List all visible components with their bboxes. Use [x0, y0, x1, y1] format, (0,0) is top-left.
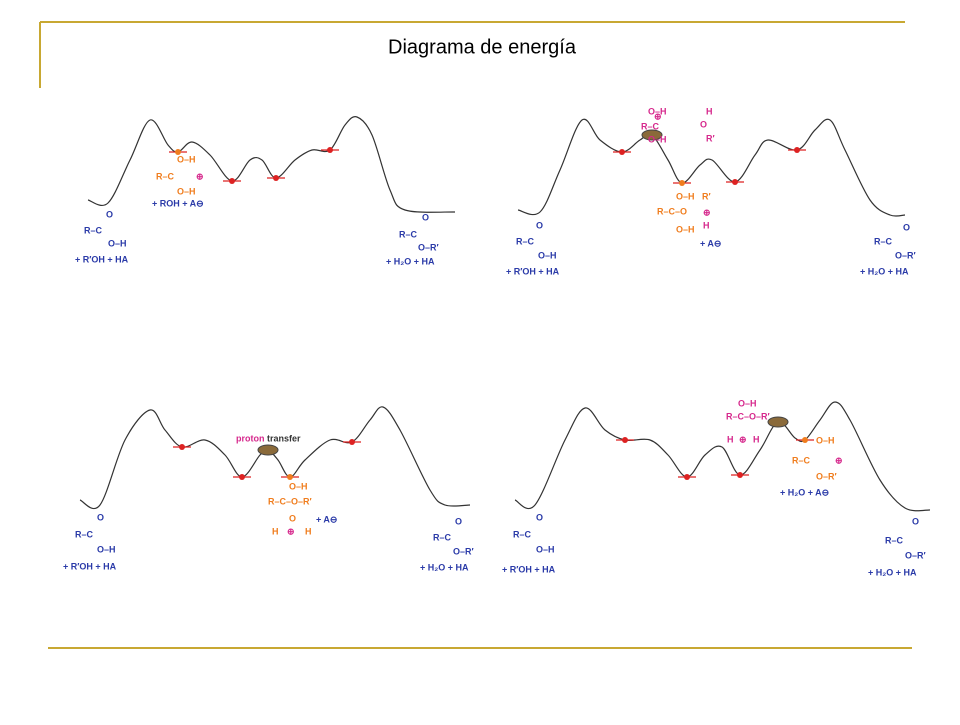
- structure-label: + ROH + A⊖: [152, 198, 204, 208]
- structure-label: O–H: [97, 544, 116, 554]
- structure-label: proton: [236, 433, 265, 443]
- structure-label: R–C: [885, 535, 904, 545]
- structure-label: O–H: [816, 435, 835, 445]
- structure-label: O–H: [648, 106, 667, 116]
- transition-state: [641, 129, 663, 141]
- structure-label: O: [903, 222, 910, 232]
- structure-label: O–R′: [418, 242, 439, 252]
- structure-label: O: [97, 512, 104, 522]
- intermediate-dot: [287, 474, 293, 480]
- structure-label: R–C–O: [657, 206, 687, 216]
- structure-label: + A⊖: [316, 514, 337, 524]
- slide-title: Diagrama de energía: [388, 36, 577, 58]
- structure-label: R′: [702, 191, 711, 201]
- intermediate-dot: [349, 439, 355, 445]
- structure-label: O–H: [289, 481, 308, 491]
- structure-label: R–C: [792, 455, 811, 465]
- structure-label: + R′OH + HA: [506, 266, 560, 276]
- structure-label: + H₂O + HA: [868, 567, 917, 577]
- intermediate-dot: [622, 437, 628, 443]
- structure-label: R–C: [84, 225, 103, 235]
- transition-state: [767, 416, 789, 428]
- structure-label: + R′OH + HA: [502, 564, 556, 574]
- structure-label: R–C: [156, 171, 175, 181]
- intermediate-dot: [327, 147, 333, 153]
- structure-label: H: [727, 434, 734, 444]
- structure-label: + A⊖: [700, 238, 721, 248]
- structure-label: O: [700, 119, 707, 129]
- structure-label: ⊕: [196, 171, 204, 181]
- structure-label: + H₂O + A⊖: [780, 487, 829, 497]
- structure-label: O: [106, 209, 113, 219]
- structure-label: O–H: [538, 250, 557, 260]
- structure-label: H: [305, 526, 312, 536]
- structure-label: R–C–O–R′: [726, 411, 770, 421]
- structure-label: + H₂O + HA: [420, 562, 469, 572]
- intermediate-dot: [732, 179, 738, 185]
- intermediate-dot: [229, 178, 235, 184]
- structure-label: R–C: [513, 529, 532, 539]
- structure-label: R–C: [399, 229, 418, 239]
- structure-label: + H₂O + HA: [386, 256, 435, 266]
- energy-curve: [517, 118, 906, 217]
- intermediate-dot: [273, 175, 279, 181]
- intermediate-dot: [794, 147, 800, 153]
- structure-label: O–H: [108, 238, 127, 248]
- structure-label: + R′OH + HA: [75, 254, 129, 264]
- structure-label: O: [289, 513, 296, 523]
- intermediate-dot: [619, 149, 625, 155]
- structure-label: H: [706, 106, 713, 116]
- structure-label: transfer: [267, 433, 301, 443]
- intermediate-dot: [684, 474, 690, 480]
- structure-label: ⊕: [739, 434, 747, 444]
- structure-label: R–C: [641, 121, 660, 131]
- structure-label: O–H: [177, 186, 196, 196]
- energy-curve: [87, 116, 456, 213]
- structure-label: O–R′: [816, 471, 837, 481]
- structure-label: O–H: [648, 134, 667, 144]
- structure-label: O: [455, 516, 462, 526]
- structure-label: O–H: [738, 398, 757, 408]
- transition-state: [257, 444, 279, 456]
- structure-label: + H₂O + HA: [860, 266, 909, 276]
- structure-label: O: [536, 512, 543, 522]
- structure-label: O–H: [177, 154, 196, 164]
- structure-label: H: [272, 526, 279, 536]
- structure-label: O: [536, 220, 543, 230]
- structure-label: + R′OH + HA: [63, 561, 117, 571]
- intermediate-dot: [175, 149, 181, 155]
- structure-label: R–C: [874, 236, 893, 246]
- structure-label: R–C–O–R′: [268, 496, 312, 506]
- structure-label: O–H: [536, 544, 555, 554]
- energy-curve: [79, 406, 471, 510]
- intermediate-dot: [802, 437, 808, 443]
- structure-label: ⊕: [654, 111, 662, 121]
- structure-label: ⊕: [835, 455, 843, 465]
- structure-label: O: [422, 212, 429, 222]
- structure-label: H: [753, 434, 760, 444]
- structure-label: O–R′: [905, 550, 926, 560]
- structure-label: H: [703, 220, 710, 230]
- structure-label: R–C: [516, 236, 535, 246]
- structure-label: O–R′: [895, 250, 916, 260]
- structure-label: R–C: [75, 529, 94, 539]
- structure-label: ⊕: [287, 526, 295, 536]
- intermediate-dot: [679, 180, 685, 186]
- intermediate-dot: [737, 472, 743, 478]
- structure-label: R–C: [433, 532, 452, 542]
- structure-label: R′: [706, 133, 715, 143]
- structure-label: O–H: [676, 224, 695, 234]
- intermediate-dot: [239, 474, 245, 480]
- energy-curve: [514, 401, 931, 512]
- structure-label: O–R′: [453, 546, 474, 556]
- structure-label: ⊕: [703, 207, 711, 217]
- intermediate-dot: [179, 444, 185, 450]
- structure-label: O: [912, 516, 919, 526]
- structure-label: O–H: [676, 191, 695, 201]
